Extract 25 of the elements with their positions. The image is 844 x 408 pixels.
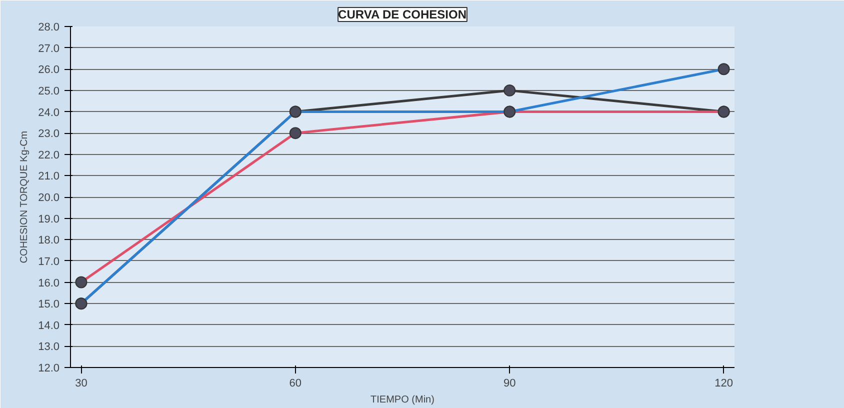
y-tick-label: 27.0: [38, 42, 60, 55]
x-tick-label: 120: [714, 378, 733, 390]
y-tick-label: 12.0: [38, 362, 60, 374]
chart-title: CURVA DE COHESION: [338, 8, 467, 22]
x-tick-label: 90: [503, 378, 516, 390]
y-tick-label: 25.0: [38, 85, 60, 98]
y-tick-label: 16.0: [38, 277, 60, 290]
y-tick-label: 20.0: [38, 192, 60, 204]
y-tick-label: 17.0: [38, 256, 60, 268]
y-tick-label: 13.0: [38, 341, 60, 354]
y-tick-label: 21.0: [38, 170, 60, 183]
y-tick-label: 19.0: [38, 213, 60, 226]
y-tick-label: 26.0: [38, 64, 60, 76]
y-tick-label: 24.0: [38, 106, 60, 119]
y-tick-label: 28.0: [38, 22, 60, 34]
x-axis-title: TIEMPO (Min): [370, 394, 434, 406]
y-tick-label: 23.0: [38, 128, 60, 140]
y-tick-label: 14.0: [38, 320, 60, 332]
y-tick-label: 18.0: [38, 234, 60, 247]
x-tick-label: 60: [289, 378, 302, 390]
y-tick-label: 15.0: [38, 298, 60, 311]
point: [504, 84, 516, 96]
y-tick-label: 22.0: [38, 149, 60, 162]
y-axis-title: COHESION TORQUE Kg-Cm: [19, 130, 30, 264]
x-tick-label: 30: [75, 378, 88, 390]
